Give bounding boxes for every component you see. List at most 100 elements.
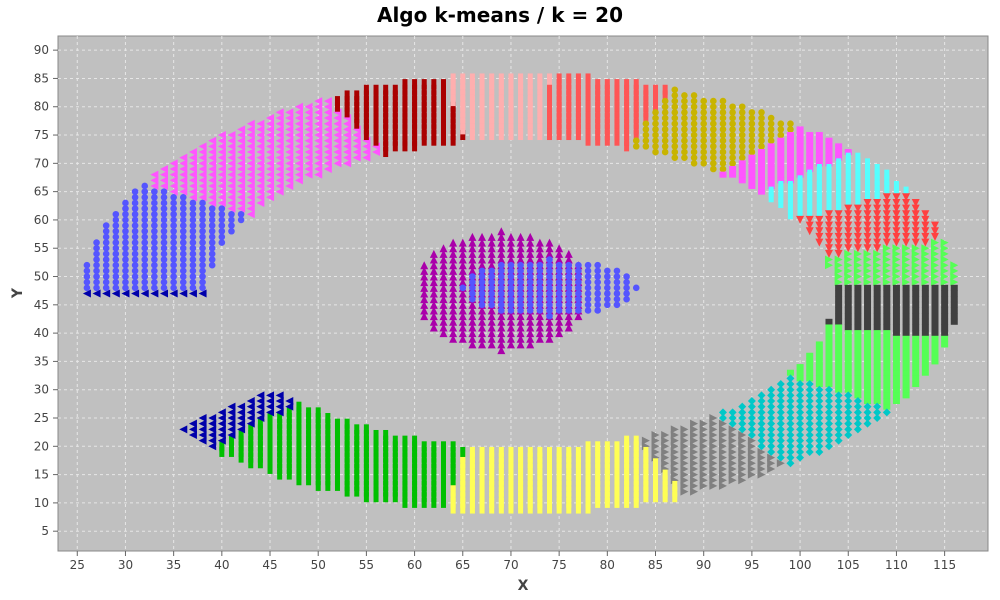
data-point — [431, 463, 437, 474]
data-point — [690, 143, 698, 150]
data-point — [844, 307, 852, 314]
data-point — [758, 120, 765, 128]
data-point — [217, 419, 226, 428]
data-point — [217, 142, 226, 151]
data-point — [585, 96, 591, 107]
data-point — [527, 469, 533, 480]
data-point — [497, 340, 506, 349]
data-point — [314, 159, 323, 168]
data-point — [778, 197, 784, 208]
data-point — [238, 446, 244, 457]
data-point — [373, 480, 379, 491]
data-point — [864, 341, 872, 348]
data-point — [112, 244, 120, 252]
x-tick-label: 50 — [311, 558, 326, 572]
data-point — [237, 425, 246, 434]
data-point — [383, 458, 389, 469]
data-point — [179, 278, 187, 286]
data-point — [131, 199, 139, 207]
data-point — [150, 176, 159, 185]
data-point — [614, 458, 620, 469]
data-point — [294, 176, 303, 185]
x-tick-label: 85 — [648, 558, 663, 572]
data-point — [844, 238, 853, 247]
data-point — [256, 408, 265, 417]
data-point — [489, 84, 495, 95]
data-point — [373, 107, 379, 118]
data-point — [835, 290, 843, 297]
data-point — [354, 90, 360, 101]
data-point — [102, 222, 110, 229]
data-point — [863, 249, 872, 258]
data-point — [699, 481, 708, 490]
data-point — [449, 261, 458, 270]
data-point — [450, 469, 456, 480]
data-point — [855, 186, 861, 197]
data-point — [237, 408, 246, 417]
data-point — [266, 187, 275, 196]
data-point — [883, 392, 891, 399]
data-point — [208, 148, 217, 157]
data-point — [304, 102, 313, 111]
data-point — [469, 278, 476, 286]
data-point — [815, 397, 824, 406]
data-point — [208, 233, 216, 241]
data-point — [489, 101, 495, 112]
data-point — [882, 227, 891, 236]
data-point — [537, 452, 543, 463]
data-point — [796, 436, 805, 445]
data-point — [853, 210, 862, 219]
data-point — [604, 130, 610, 141]
data-point — [227, 430, 236, 439]
data-point — [747, 447, 756, 456]
data-point — [575, 452, 581, 463]
data-point — [518, 90, 524, 101]
data-point — [547, 107, 553, 118]
data-point — [854, 307, 862, 314]
data-point — [748, 182, 756, 189]
data-point — [863, 402, 872, 411]
data-point — [747, 453, 756, 462]
data-point — [334, 452, 340, 463]
data-point — [930, 255, 939, 264]
data-point — [883, 335, 891, 342]
data-point — [527, 118, 533, 129]
data-point — [449, 249, 458, 258]
data-point — [776, 408, 785, 417]
data-point — [855, 163, 861, 174]
data-point — [344, 452, 350, 463]
data-point — [208, 136, 217, 145]
data-point — [170, 244, 177, 252]
data-point — [421, 486, 427, 497]
data-point — [624, 101, 630, 112]
data-point — [864, 381, 872, 388]
data-point — [873, 221, 882, 230]
data-point — [806, 352, 814, 359]
data-point — [141, 284, 149, 292]
data-point — [363, 113, 369, 124]
data-point — [199, 199, 206, 207]
data-point — [719, 97, 727, 105]
cluster-6 — [547, 73, 668, 152]
data-point — [863, 261, 872, 270]
data-point — [248, 429, 254, 440]
data-point — [518, 124, 524, 135]
data-point — [671, 154, 679, 161]
data-point — [844, 313, 852, 320]
data-point — [431, 113, 437, 124]
data-point — [354, 475, 360, 486]
data-point — [537, 84, 543, 95]
data-point — [547, 101, 553, 112]
data-point — [217, 408, 226, 417]
data-point — [681, 103, 688, 111]
data-point — [844, 347, 852, 354]
data-point — [555, 290, 563, 297]
data-point — [151, 205, 158, 212]
data-point — [595, 96, 601, 107]
data-point — [450, 480, 456, 491]
data-point — [845, 175, 851, 186]
data-point — [479, 492, 485, 503]
data-point — [614, 96, 620, 107]
data-point — [93, 278, 100, 286]
data-point — [575, 107, 581, 118]
